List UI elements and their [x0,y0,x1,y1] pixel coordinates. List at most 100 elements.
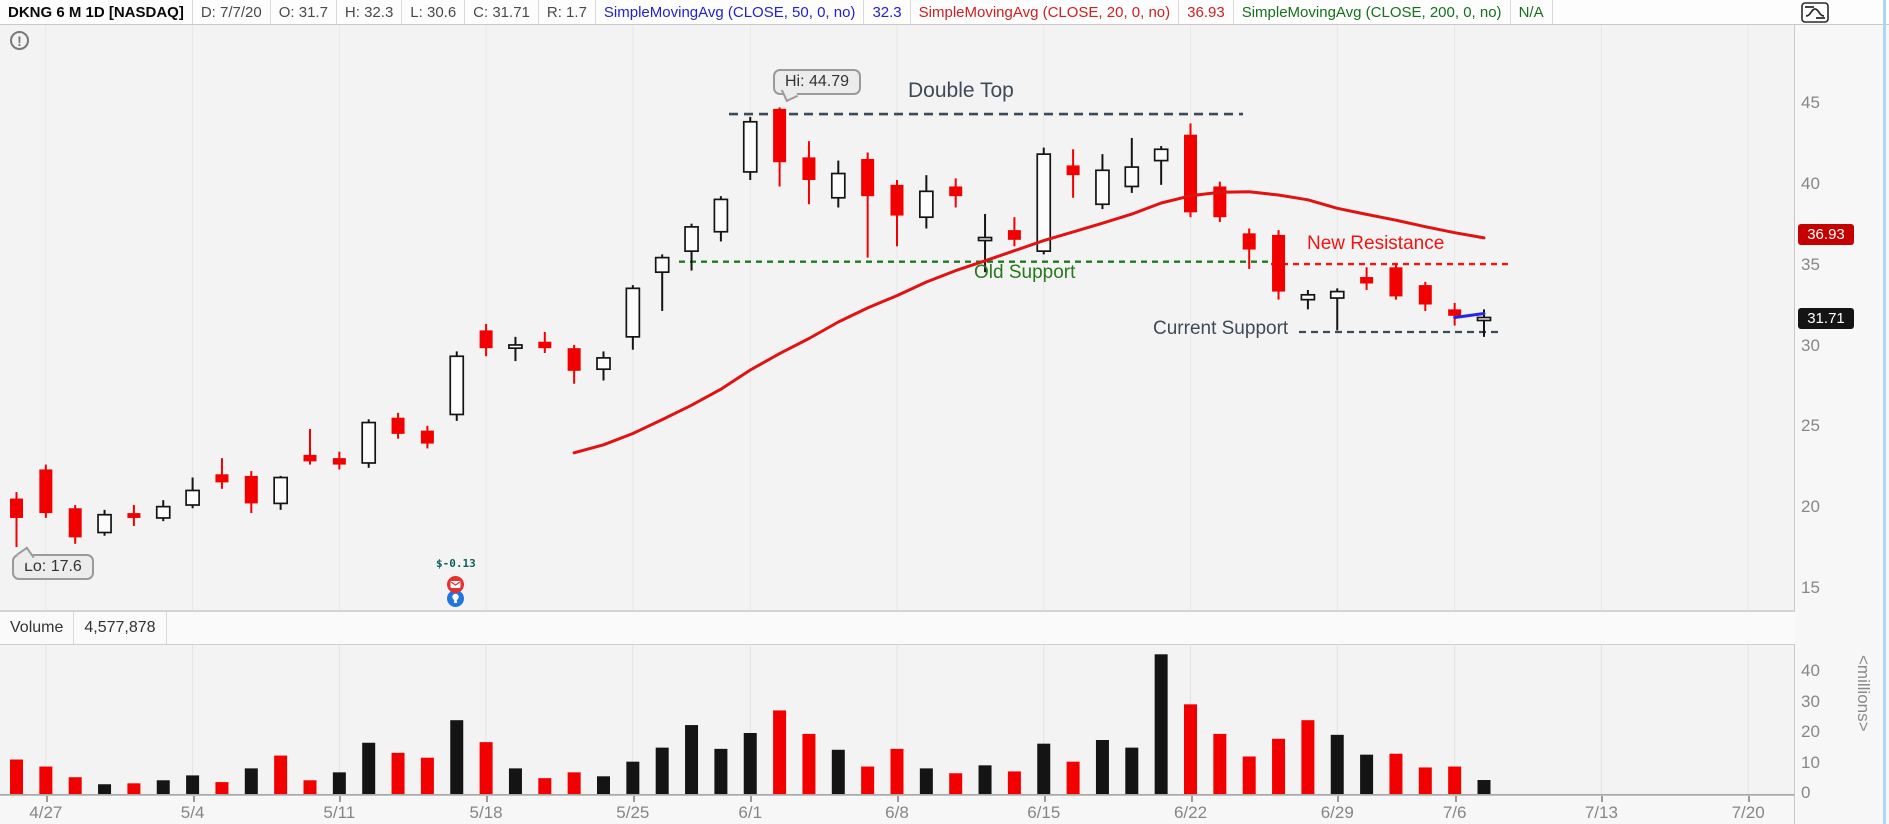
candle-body [273,476,288,505]
earnings-estimate-label: $-0.13 [436,557,476,570]
date-label-6/1: 6/1 [738,803,763,822]
candle-6/24 [1242,228,1256,269]
candle-5/12 [361,419,377,468]
candle-6/16 [1066,149,1080,198]
candle-4/29 [97,509,112,536]
candle-body [1272,234,1286,292]
right-edge-divider [1883,0,1886,824]
candle-6/10 [949,178,963,208]
date-tick [339,796,342,802]
candle-6/9 [918,175,934,229]
price-axis[interactable] [1795,25,1889,824]
volume-header-row: Volume 4,577,878 [0,610,1795,645]
toolbar-cell-6: R: 1.7 [539,0,596,24]
volume-bar-4/27 [39,766,53,794]
date-label-5/25: 5/25 [616,803,650,822]
candle-body [890,184,904,216]
toolbar-cell-12[interactable]: N/A [1511,0,1553,24]
candle-body [713,198,729,233]
candle-body [68,508,82,538]
toolbar-cell-0[interactable]: DKNG 6 M 1D [NASDAQ] [0,0,193,24]
candle-4/27 [39,464,53,518]
chart-style-icon[interactable] [1801,2,1829,23]
toolbar-cell-4: L: 30.6 [402,0,466,24]
candle-5/15 [449,351,465,421]
volume-bar-7/2 [1418,767,1432,794]
candle-body [1007,230,1021,240]
candle-6/22 [1184,123,1197,218]
volume-label: Volume [0,612,75,644]
candle-5/5 [215,458,229,489]
price-chart-pane[interactable] [0,25,1795,610]
sma20-price-badge: 36.93 [1798,224,1854,245]
price-tick-45: 45 [1801,93,1820,112]
volume-tick-40: 40 [1801,661,1820,680]
date-tick [1043,796,1046,802]
candle-7/2 [1418,281,1432,311]
candle-5/7 [273,475,288,510]
candle-body [1389,267,1403,297]
candle-body [391,417,405,434]
earnings-icon[interactable] [447,576,464,593]
candle-body [654,256,670,274]
date-label-6/29: 6/29 [1320,803,1354,822]
low-price-tooltip: Lo: 17.6 [12,554,94,580]
price-tick-15: 15 [1801,578,1820,598]
date-tick [192,796,195,802]
toolbar-cell-1: D: 7/7/20 [193,0,271,24]
volume-chart-pane[interactable] [0,645,1795,795]
volume-tick-10: 10 [1801,752,1820,772]
candle-body [39,469,53,514]
volume-bar-7/7 [1477,780,1491,794]
candle-body [596,357,611,371]
candle-7/6 [1448,302,1462,326]
volume-tick-0: 0 [1801,783,1811,802]
toolbar-cell-10[interactable]: 36.93 [1179,0,1234,24]
volume-bar-6/16 [1066,761,1080,794]
volume-bar-4/29 [98,784,112,794]
candle-body [949,186,963,197]
candle-body [303,454,317,462]
date-label-5/11: 5/11 [323,803,356,822]
toolbar-cell-8[interactable]: 32.3 [864,0,911,24]
dividend-icon[interactable] [447,590,464,607]
date-label-6/22: 6/22 [1173,803,1208,822]
candle-6/25 [1272,230,1286,300]
candle-body [538,341,552,349]
toolbar-cell-7[interactable]: SimpleMovingAvg (CLOSE, 50, 0, no) [596,0,865,24]
date-tick [750,796,753,802]
chart-toolbar: DKNG 6 M 1D [NASDAQ] D: 7/7/20 O: 31.7 H: 3… [0,0,1889,25]
candle-6/26 [1300,289,1316,310]
volume-bar-5/14 [420,757,434,794]
candle-body [244,475,258,504]
alert-info-icon[interactable]: ! [10,31,29,50]
candle-5/18 [479,323,493,357]
candle-6/30 [1360,267,1374,290]
candle-body [830,172,846,199]
volume-bar-5/27 [655,747,669,794]
volume-bar-6/17 [1095,740,1109,794]
candle-5/29 [713,196,729,242]
date-tick [1601,796,1604,802]
candle-6/12 [1007,217,1021,247]
candle-6/18 [1124,137,1140,193]
candle-body [1360,277,1374,284]
candle-6/19 [1153,146,1169,185]
volume-tick-20: 20 [1801,722,1820,741]
volume-bar-5/19 [508,768,522,794]
candle-6/5 [861,152,875,258]
volume-bar-6/5 [861,766,875,794]
candle-body [742,120,758,173]
toolbar-cell-9[interactable]: SimpleMovingAvg (CLOSE, 20, 0, no) [911,0,1180,24]
candle-5/27 [654,254,670,311]
date-tick [45,796,48,802]
candle-6/23 [1213,181,1227,223]
volume-bar-4/28 [68,777,82,794]
toolbar-cell-3: H: 32.3 [337,0,403,24]
candle-5/1 [155,500,171,522]
toolbar-cell-11[interactable]: SimpleMovingAvg (CLOSE, 200, 0, no) [1234,0,1511,24]
candle-6/2 [773,107,787,187]
volume-bar-5/15 [450,720,464,794]
toolbar-cell-5: C: 31.71 [465,0,539,24]
